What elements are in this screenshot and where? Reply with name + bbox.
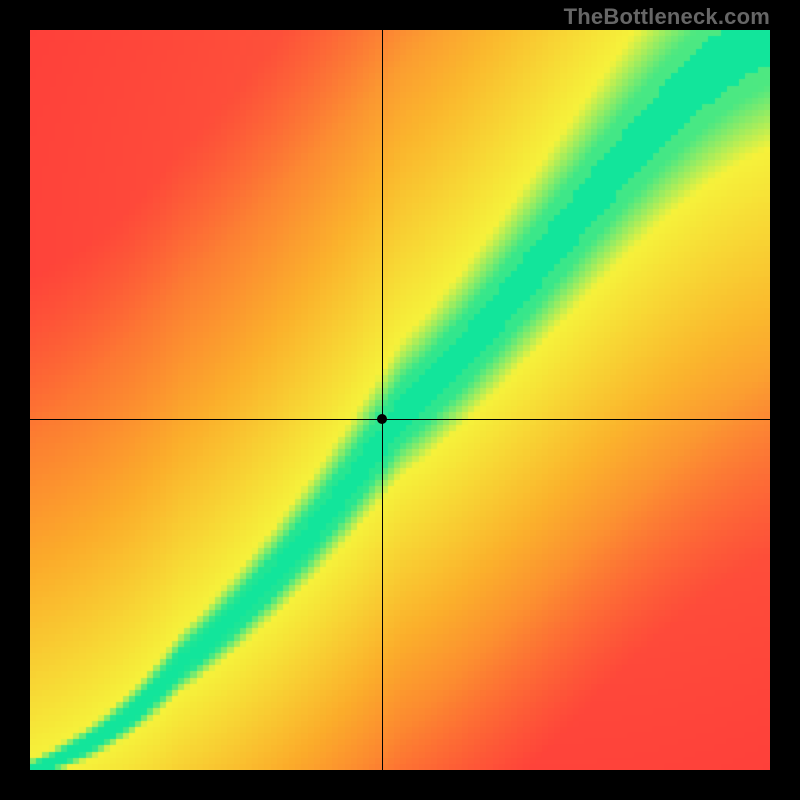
bottleneck-heatmap [30,30,770,770]
watermark-text: TheBottleneck.com [564,4,770,30]
crosshair-vertical [382,30,383,770]
crosshair-horizontal [30,419,770,420]
plot-area [30,30,770,770]
crosshair-marker [377,414,387,424]
